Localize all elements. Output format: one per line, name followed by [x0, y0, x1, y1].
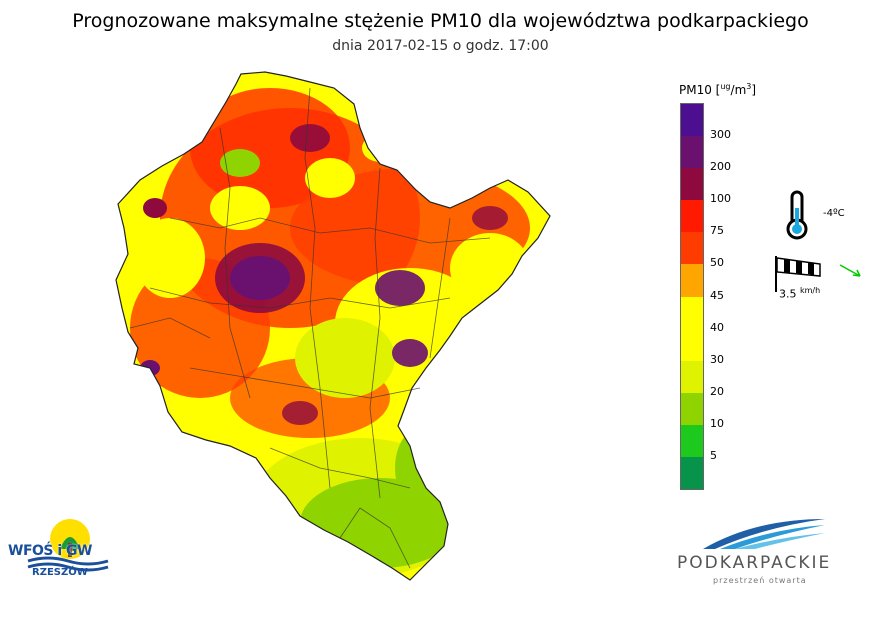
legend-tick-label: 75 [710, 224, 724, 238]
legend-color-swatch [681, 264, 703, 297]
wind-speed: 3.5 km/h [779, 286, 821, 301]
legend-color-swatch [681, 392, 703, 426]
legend-tick-label: 30 [710, 352, 724, 366]
legend-tick-label: 10 [710, 416, 724, 430]
windsock-icon [775, 256, 821, 292]
legend-tick-label: 200 [710, 160, 731, 174]
map-subtitle: dnia 2017-02-15 o godz. 17:00 [332, 38, 549, 54]
legend-color-swatch [681, 456, 703, 490]
temperature-value: -4ºC [823, 208, 845, 219]
wfos-city: RZESZÓW [32, 567, 88, 578]
legend-color-swatch [681, 360, 703, 394]
legend-color-swatch [681, 200, 703, 233]
legend-tick-label: 20 [710, 384, 724, 398]
legend-color-swatch [681, 136, 703, 169]
podkarpackie-emblem-icon [703, 519, 825, 549]
legend-color-swatch [681, 328, 703, 362]
legend-color-swatch [681, 104, 703, 137]
podkarpackie-logo: PODKARPACKIE przestrzeń otwarta [675, 515, 860, 585]
legend-color-swatch [681, 424, 703, 458]
region-tagline: przestrzeń otwarta [713, 576, 807, 585]
pm10-concentration-map [115, 71, 551, 581]
legend-tick-label: 50 [710, 256, 724, 270]
legend-title: PM10 [ug/m3] [679, 82, 757, 97]
wind-direction-arrow-icon [839, 264, 861, 277]
legend-tick-label: 40 [710, 320, 724, 334]
wfos-emblem-icon [27, 519, 109, 572]
region-border [115, 71, 551, 581]
legend-tick-label: 300 [710, 128, 731, 142]
legend-color-swatch [681, 168, 703, 201]
map-title: Prognozowane maksymalne stężenie PM10 dl… [72, 10, 809, 32]
legend-color-scale [680, 103, 704, 490]
legend-tick-label: 5 [710, 448, 717, 462]
region-name: PODKARPACKIE [677, 553, 832, 573]
legend-color-swatch [681, 232, 703, 265]
legend-tick-label: 100 [710, 192, 731, 206]
legend-tick-label: 45 [710, 288, 724, 302]
thermometer-icon [786, 190, 808, 240]
wfos-logo: WFOŚ i GW RZESZÓW [8, 517, 128, 583]
legend-color-swatch [681, 296, 703, 330]
wfos-name: WFOŚ i GW [8, 543, 92, 559]
